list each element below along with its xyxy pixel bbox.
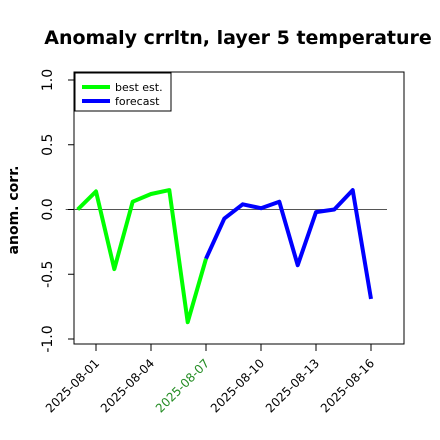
series-line-best-est: [76, 188, 208, 325]
y-tick-label: -1.0: [40, 325, 56, 352]
y-tick-label: 0.0: [40, 198, 56, 220]
y-axis-label: anom. corr.: [6, 166, 22, 255]
series-line-forecast: [204, 188, 373, 300]
y-tick-label: -0.5: [40, 261, 56, 288]
x-tick-label: 2025-08-10: [208, 356, 267, 415]
x-tick-label: 2025-08-01: [43, 356, 102, 415]
x-tick-label: 2025-08-13: [263, 356, 322, 415]
x-tick-label: 2025-08-04: [98, 356, 157, 415]
x-tick-label: 2025-08-07: [153, 356, 212, 415]
legend: best est. forecast: [74, 72, 172, 112]
y-tick-label: 0.5: [40, 134, 56, 156]
y-tick-label: 1.0: [40, 69, 56, 91]
plot-area-frame: [73, 71, 405, 345]
legend-label-best-est: best est.: [115, 81, 163, 94]
x-tick-label: 2025-08-16: [318, 356, 377, 415]
legend-box: [74, 72, 172, 112]
legend-label-forecast: forecast: [115, 95, 160, 108]
chart-title: Anomaly crrltn, layer 5 temperature: [44, 27, 432, 49]
